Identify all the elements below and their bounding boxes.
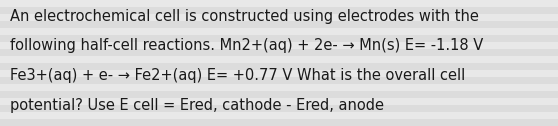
- Bar: [0, 77, 558, 84]
- Bar: [0, 7, 558, 14]
- Bar: [0, 70, 558, 77]
- Bar: [0, 105, 558, 112]
- Bar: [0, 63, 558, 70]
- Bar: [0, 98, 558, 105]
- Bar: [0, 42, 558, 49]
- Bar: [0, 28, 558, 35]
- Text: potential? Use E cell = Ered, cathode - Ered, anode: potential? Use E cell = Ered, cathode - …: [10, 98, 384, 113]
- Bar: [0, 35, 558, 42]
- Bar: [0, 14, 558, 21]
- Bar: [0, 49, 558, 56]
- Bar: [0, 91, 558, 98]
- Bar: [0, 112, 558, 119]
- Bar: [0, 84, 558, 91]
- Bar: [0, 0, 558, 7]
- Bar: [0, 119, 558, 126]
- Text: following half-cell reactions. Mn2+(aq) + 2e- → Mn(s) E= -1.18 V: following half-cell reactions. Mn2+(aq) …: [10, 38, 483, 53]
- Bar: [0, 56, 558, 63]
- Text: Fe3+(aq) + e- → Fe2+(aq) E= +0.77 V What is the overall cell: Fe3+(aq) + e- → Fe2+(aq) E= +0.77 V What…: [10, 68, 465, 83]
- Text: An electrochemical cell is constructed using electrodes with the: An electrochemical cell is constructed u…: [10, 9, 479, 24]
- Bar: [0, 21, 558, 28]
